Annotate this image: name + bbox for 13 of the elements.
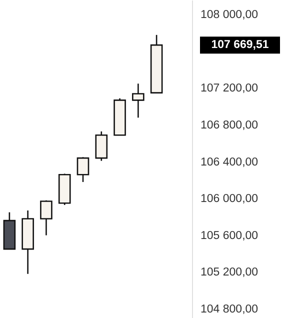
candlestick	[40, 200, 52, 236]
y-tick-label: 105 600,00	[200, 230, 258, 242]
text: 107 669,51	[211, 39, 270, 52]
y-tick-label: 106 800,00	[200, 119, 258, 132]
y-tick-label: 106 400,00	[200, 156, 258, 168]
candlestick	[95, 130, 108, 162]
candlestick	[132, 82, 144, 118]
y-tick-label: 107 200,00	[200, 82, 258, 95]
y-tick-label: 106 000,00	[200, 193, 258, 206]
candlestick	[76, 156, 90, 183]
y-tick-label: 105 200,00	[200, 266, 258, 279]
y-tick-label: 104 800,00	[200, 303, 258, 316]
y-tick-label: 108 000,00	[200, 9, 258, 22]
